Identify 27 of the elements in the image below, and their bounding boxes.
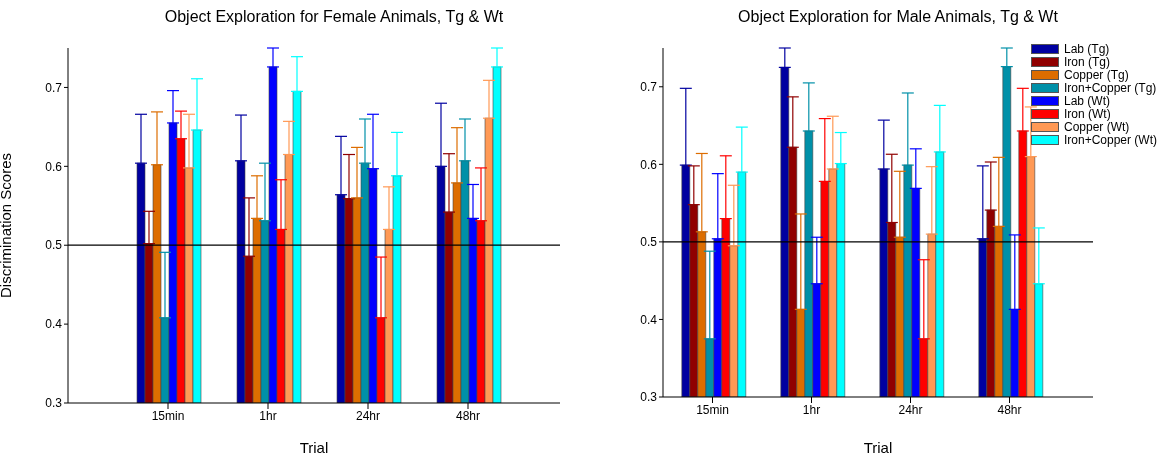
x-axis-title: Trial xyxy=(299,439,329,456)
legend-label: Lab (Tg) xyxy=(1063,41,1110,56)
y-tick-label: 0.5 xyxy=(45,238,63,253)
x-tick-label: 48hr xyxy=(455,408,481,423)
y-tick-label: 0.7 xyxy=(640,80,658,95)
y-tick-label: 0.4 xyxy=(640,312,658,327)
x-tick-label: 1hr xyxy=(802,402,821,417)
legend-label: Iron (Wt) xyxy=(1063,106,1111,121)
y-tick-label: 0.5 xyxy=(640,235,658,250)
y-tick-label: 0.3 xyxy=(45,396,63,411)
legend-label: Lab (Wt) xyxy=(1063,93,1110,108)
x-tick-label: 15min xyxy=(151,408,185,423)
y-tick-label: 0.6 xyxy=(45,159,63,174)
x-tick-label: 24hr xyxy=(355,408,381,423)
chart-title: Object Exploration for Female Animals, Tg & Wt xyxy=(163,8,505,26)
legend-label: Iron (Tg) xyxy=(1063,54,1110,69)
x-tick-label: 1hr xyxy=(259,408,277,423)
chart-title: Object Exploration for Male Animals, Tg & Wt xyxy=(737,8,1059,26)
x-tick-label: 48hr xyxy=(997,402,1022,417)
x-tick-label: 24hr xyxy=(898,402,923,417)
y-tick-label: 0.4 xyxy=(45,317,63,332)
x-tick-label: 15min xyxy=(696,402,729,417)
x-axis-title: Trial xyxy=(863,439,893,456)
y-tick-label: 0.7 xyxy=(45,80,63,95)
y-tick-label: 0.6 xyxy=(640,157,658,172)
y-tick-label: 0.3 xyxy=(640,390,658,405)
y-axis-title: Discrimination Scores xyxy=(0,152,15,299)
